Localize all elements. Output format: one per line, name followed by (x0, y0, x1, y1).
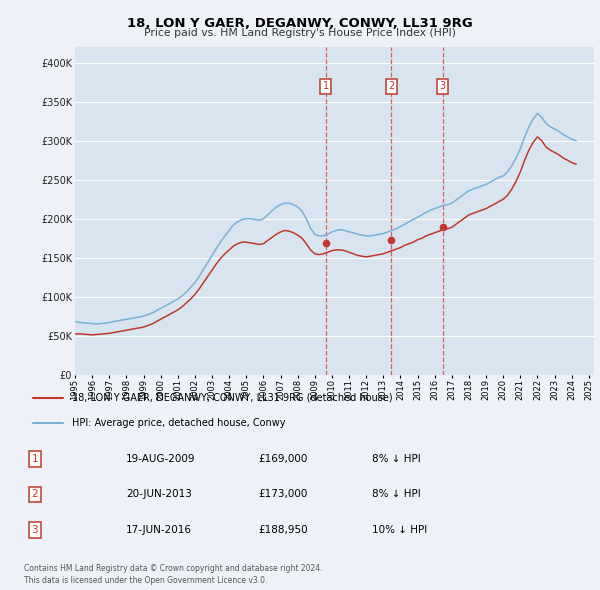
Text: 19-AUG-2009: 19-AUG-2009 (126, 454, 196, 464)
Text: 20-JUN-2013: 20-JUN-2013 (126, 490, 192, 499)
Text: £173,000: £173,000 (258, 490, 307, 499)
Text: 8% ↓ HPI: 8% ↓ HPI (372, 454, 421, 464)
Text: 3: 3 (31, 525, 38, 535)
Text: 18, LON Y GAER, DEGANWY, CONWY, LL31 9RG (detached house): 18, LON Y GAER, DEGANWY, CONWY, LL31 9RG… (71, 393, 392, 403)
Text: £169,000: £169,000 (258, 454, 307, 464)
Text: 1: 1 (323, 81, 329, 91)
Text: 3: 3 (440, 81, 446, 91)
Text: Price paid vs. HM Land Registry's House Price Index (HPI): Price paid vs. HM Land Registry's House … (144, 28, 456, 38)
Text: 1: 1 (31, 454, 38, 464)
Text: £188,950: £188,950 (258, 525, 308, 535)
Text: 2: 2 (388, 81, 394, 91)
Text: 2: 2 (31, 490, 38, 499)
Text: 10% ↓ HPI: 10% ↓ HPI (372, 525, 427, 535)
Text: Contains HM Land Registry data © Crown copyright and database right 2024.
This d: Contains HM Land Registry data © Crown c… (24, 565, 323, 585)
Text: 17-JUN-2016: 17-JUN-2016 (126, 525, 192, 535)
Text: 18, LON Y GAER, DEGANWY, CONWY, LL31 9RG: 18, LON Y GAER, DEGANWY, CONWY, LL31 9RG (127, 17, 473, 30)
Text: 8% ↓ HPI: 8% ↓ HPI (372, 490, 421, 499)
Text: HPI: Average price, detached house, Conwy: HPI: Average price, detached house, Conw… (71, 418, 285, 428)
